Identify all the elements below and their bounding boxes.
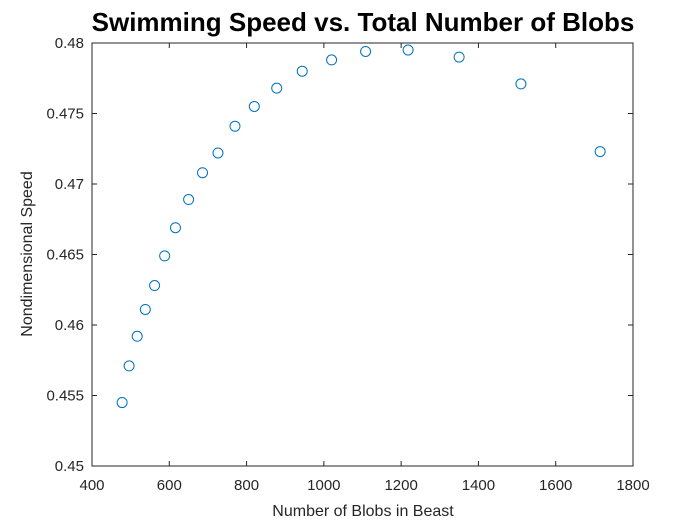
data-point [360, 45, 372, 57]
data-point [139, 303, 151, 315]
data-point [169, 222, 181, 234]
data-point [149, 280, 161, 292]
data-point [212, 147, 224, 159]
y-tick-label: 0.45 [55, 458, 84, 475]
x-tick-label: 600 [157, 477, 182, 494]
y-tick-label: 0.455 [46, 388, 84, 405]
data-point [159, 250, 171, 262]
data-point [271, 82, 283, 94]
y-tick-label: 0.46 [55, 317, 84, 334]
data-point [402, 44, 414, 56]
x-tick-label: 800 [234, 477, 259, 494]
x-tick-label: 1200 [384, 477, 417, 494]
x-tick-label: 1600 [539, 477, 572, 494]
y-tick-label: 0.48 [55, 35, 84, 52]
y-tick-label: 0.47 [55, 176, 84, 193]
y-tick-label: 0.475 [46, 106, 84, 123]
data-point [248, 100, 260, 112]
x-tick-label: 400 [79, 477, 104, 494]
y-axis-label: Nondimensional Speed [19, 171, 36, 336]
x-tick-label: 1800 [616, 477, 649, 494]
data-point [453, 51, 465, 63]
y-tick-label: 0.465 [46, 247, 84, 264]
x-tick-label: 1000 [307, 477, 340, 494]
data-point [197, 167, 209, 179]
data-point [515, 78, 527, 90]
data-point [296, 65, 308, 77]
axis-tick-labels: 400 600 800 1000 1200 1400 1600 1800 0.45 0.455 0.… [46, 35, 649, 494]
data-point [123, 360, 135, 372]
x-tick-label: 1400 [462, 477, 495, 494]
data-point [229, 120, 241, 132]
plot-area [92, 43, 633, 466]
data-point [594, 146, 606, 158]
data-point [116, 397, 128, 409]
data-point [131, 330, 143, 342]
chart-title: Swimming Speed vs. Total Number of Blobs [92, 7, 635, 37]
data-point [183, 194, 195, 206]
plot-frame [91, 42, 634, 467]
x-axis-label: Number of Blobs in Beast [272, 503, 454, 520]
data-points [116, 44, 606, 409]
data-point [326, 54, 338, 66]
